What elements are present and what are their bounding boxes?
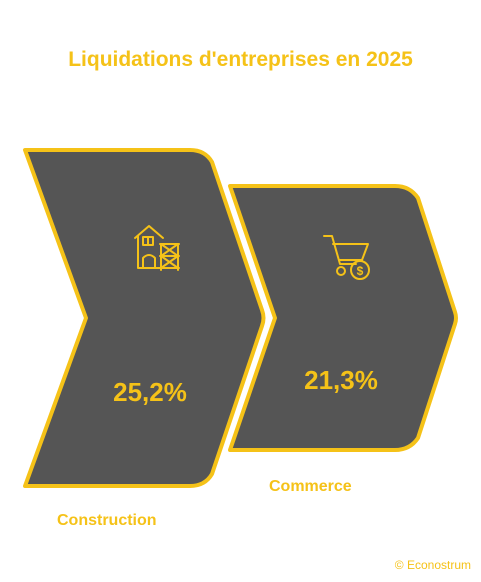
svg-text:$: $ [357, 264, 364, 278]
chevron-commerce [228, 184, 458, 452]
credit-text: © Econostrum [394, 558, 471, 572]
category-label-construction: Construction [57, 512, 157, 529]
value-label-commerce: 21,3% [304, 365, 378, 395]
value-label-construction: 25,2% [113, 377, 187, 407]
chevron-construction [23, 148, 266, 488]
building-scaffold-icon [134, 225, 180, 271]
chart-title: Liquidations d'entreprises en 2025 [68, 48, 413, 71]
category-label-commerce: Commerce [269, 478, 352, 495]
shopping-cart-dollar-icon: $ [323, 235, 370, 280]
